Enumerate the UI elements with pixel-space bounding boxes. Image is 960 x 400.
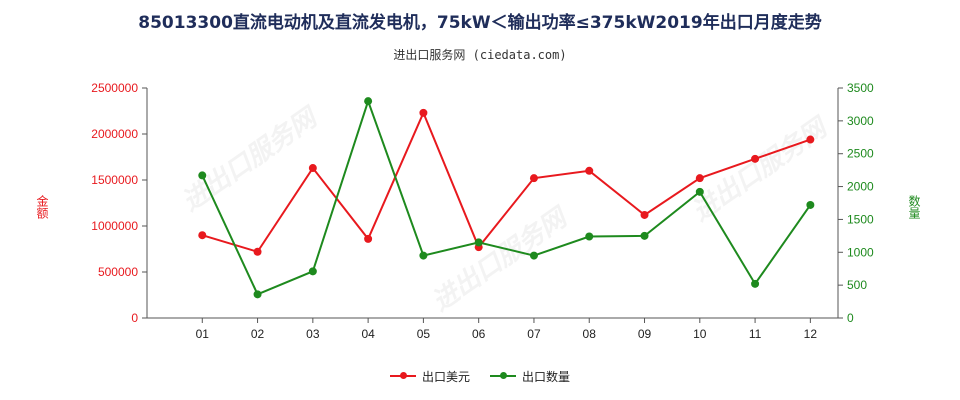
y-left-tick-label: 500000 bbox=[98, 265, 138, 279]
y-left-tick-label: 2500000 bbox=[91, 81, 138, 95]
series-2-point bbox=[585, 232, 594, 241]
legend-item-2: 出口数量 bbox=[490, 368, 570, 385]
series-2-point bbox=[806, 200, 815, 209]
y-left-tick-label: 1000000 bbox=[91, 219, 138, 233]
x-tick-label: 03 bbox=[306, 327, 320, 341]
series-1-point bbox=[364, 234, 373, 243]
series-line-1 bbox=[201, 110, 811, 253]
series-1-point bbox=[253, 247, 262, 256]
y-right-tick-label: 0 bbox=[847, 311, 854, 325]
series-2-point bbox=[529, 251, 538, 260]
series-2-point bbox=[253, 290, 262, 299]
series-2-point bbox=[364, 97, 373, 106]
series-1-point bbox=[806, 135, 815, 144]
x-tick-label: 08 bbox=[583, 327, 597, 341]
series-1-point bbox=[640, 210, 649, 219]
chart-subtitle: 进出口服务网 (ciedata.com) bbox=[393, 48, 567, 62]
x-tick-label: 04 bbox=[361, 327, 375, 341]
series-1-point bbox=[751, 154, 760, 163]
y-left-tick-label: 1500000 bbox=[91, 173, 138, 187]
x-tick-label: 09 bbox=[638, 327, 652, 341]
y-left-tick-label: 2000000 bbox=[91, 127, 138, 141]
legend-line-icon bbox=[490, 372, 516, 379]
series-2-point bbox=[695, 187, 704, 196]
legend: 出口美元 出口数量 bbox=[0, 366, 960, 385]
legend-item-1: 出口美元 bbox=[389, 368, 470, 385]
series-line-2 bbox=[201, 98, 812, 296]
series-1-point bbox=[585, 166, 594, 175]
x-tick-label: 02 bbox=[251, 327, 265, 341]
x-tick-label: 11 bbox=[749, 327, 762, 341]
y-right-tick-label: 1000 bbox=[847, 245, 874, 259]
y-right-tick-label: 2500 bbox=[847, 147, 874, 161]
series-1-point bbox=[308, 164, 317, 173]
x-tick-label: 05 bbox=[417, 327, 431, 341]
legend-line-icon bbox=[389, 372, 416, 379]
chart-title: 85013300直流电动机及直流发电机，75kW＜输出功率≤375kW2019年… bbox=[138, 13, 822, 33]
legend-label: 出口美元 bbox=[421, 369, 470, 384]
y-right-tick-label: 500 bbox=[847, 278, 867, 292]
y-right-tick-label: 3000 bbox=[847, 114, 874, 128]
x-tick-label: 10 bbox=[693, 327, 707, 341]
series-2-point bbox=[640, 231, 649, 240]
x-tick-label: 06 bbox=[472, 327, 486, 341]
series-1-point bbox=[419, 108, 428, 117]
series-2-point bbox=[474, 238, 483, 247]
y-right-tick-label: 1500 bbox=[847, 212, 874, 226]
series-1-point bbox=[529, 174, 538, 183]
series-2-point bbox=[419, 251, 428, 260]
y-right-tick-label: 2000 bbox=[847, 180, 874, 194]
series-1-point bbox=[695, 174, 704, 183]
legend-label: 出口数量 bbox=[522, 369, 571, 384]
y-left-tick-label: 0 bbox=[131, 311, 138, 325]
series-2-point bbox=[308, 267, 317, 276]
y-axis-left-label: 金额 bbox=[35, 195, 49, 219]
x-tick-label: 01 bbox=[196, 327, 210, 341]
series-1-point bbox=[198, 231, 207, 240]
x-tick-label: 07 bbox=[527, 327, 541, 341]
x-tick-label: 12 bbox=[804, 327, 818, 341]
series-2-point bbox=[198, 171, 207, 180]
series-2-point bbox=[751, 279, 760, 288]
y-axis-right-label: 数量 bbox=[907, 195, 921, 219]
y-right-tick-label: 3500 bbox=[847, 81, 874, 95]
